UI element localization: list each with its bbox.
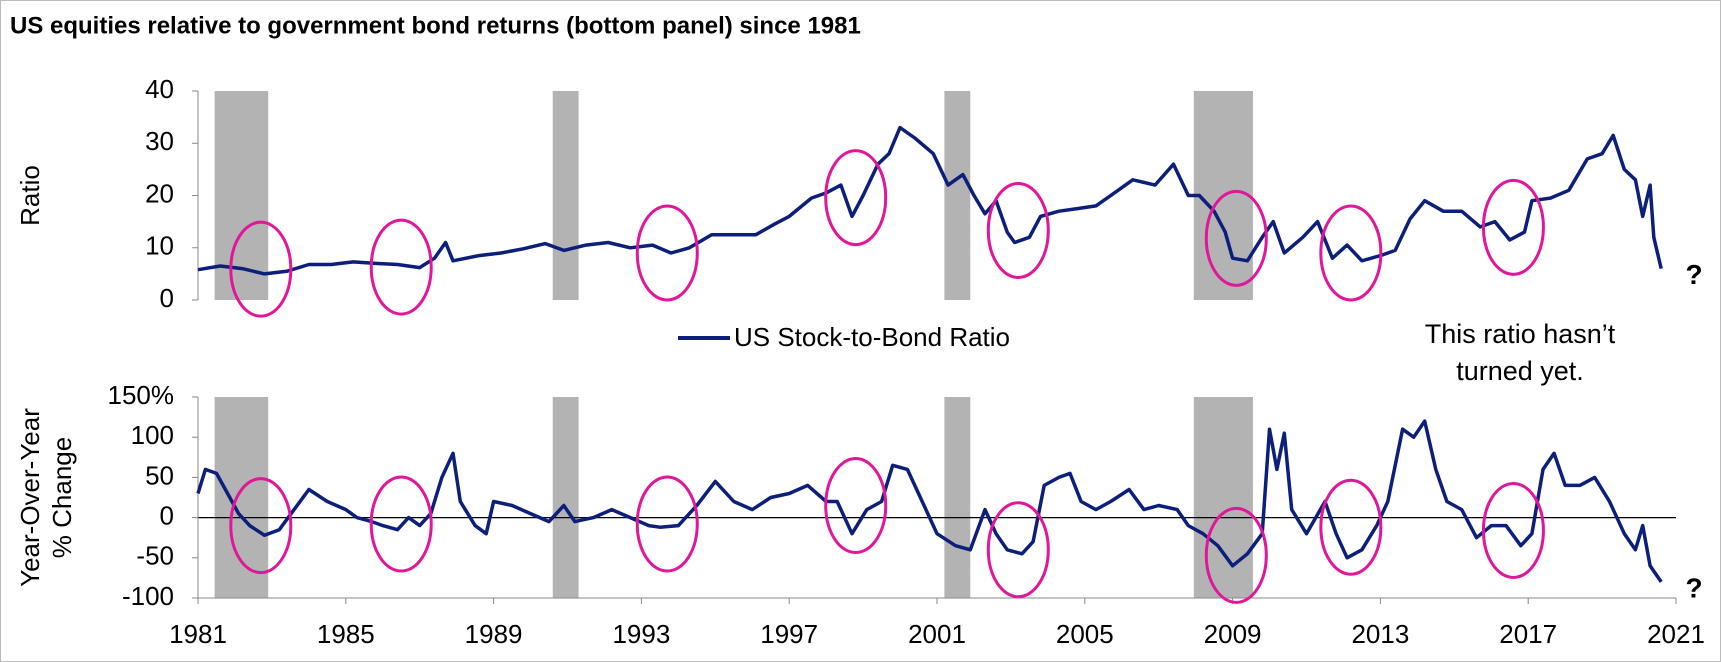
x-tick-label: 1985	[317, 619, 375, 649]
x-tick-label: 1981	[169, 619, 227, 649]
y-tick-label: 30	[145, 126, 174, 156]
series-line	[197, 125, 1663, 276]
highlight-circle	[369, 218, 433, 316]
recession-band	[1193, 397, 1253, 598]
highlight-circle	[635, 475, 699, 573]
highlight-circle	[824, 149, 888, 247]
x-tick-label: 2021	[1647, 619, 1705, 649]
x-tick-label: 2017	[1499, 619, 1557, 649]
highlight-circle	[229, 477, 293, 575]
highlight-circle	[635, 204, 699, 302]
highlight-circle	[824, 457, 888, 555]
y-axis-label: % Change	[47, 437, 77, 558]
question-mark: ?	[1685, 572, 1702, 603]
y-tick-label: 100	[131, 420, 174, 450]
y-axis-label: Year-Over-Year	[15, 408, 45, 587]
x-tick-label: 2001	[908, 619, 966, 649]
x-tick-label: 1997	[760, 619, 818, 649]
y-tick-label: 40	[145, 74, 174, 104]
highlight-circle	[1204, 506, 1268, 604]
x-tick-label: 2005	[1056, 619, 1114, 649]
highlight-circle	[986, 182, 1050, 280]
y-tick-label: 10	[145, 231, 174, 261]
highlight-circle	[1481, 481, 1545, 579]
highlight-circle	[1204, 189, 1268, 287]
recession-band	[552, 91, 579, 300]
y-tick-label: 0	[160, 500, 174, 530]
highlight-circle	[1319, 478, 1383, 576]
highlight-circle	[986, 501, 1050, 599]
series-line	[196, 419, 1663, 583]
annotation: turned yet.	[1456, 356, 1584, 386]
y-tick-label: -100	[122, 581, 174, 611]
y-tick-label: 150%	[108, 380, 175, 410]
y-tick-label: 0	[160, 283, 174, 313]
question-mark: ?	[1685, 259, 1702, 290]
y-axis-label: Ratio	[15, 165, 45, 226]
chart-title: US equities relative to government bond …	[10, 12, 861, 39]
highlight-circle	[1319, 204, 1383, 302]
highlight-circle	[229, 220, 293, 318]
y-tick-label: 50	[145, 460, 174, 490]
recession-band	[944, 91, 971, 300]
x-tick-label: 1993	[612, 619, 670, 649]
recession-band	[214, 397, 269, 598]
annotation: This ratio hasn’t	[1425, 319, 1616, 349]
x-tick-label: 2009	[1204, 619, 1262, 649]
recession-band	[552, 397, 579, 598]
x-tick-label: 2013	[1351, 619, 1409, 649]
highlight-circle	[1481, 178, 1545, 276]
y-tick-label: -50	[136, 541, 174, 571]
recession-band	[944, 397, 971, 598]
highlight-circle	[369, 475, 433, 573]
y-tick-label: 20	[145, 178, 174, 208]
legend-label: US Stock-to-Bond Ratio	[734, 322, 1010, 352]
x-tick-label: 1989	[465, 619, 523, 649]
